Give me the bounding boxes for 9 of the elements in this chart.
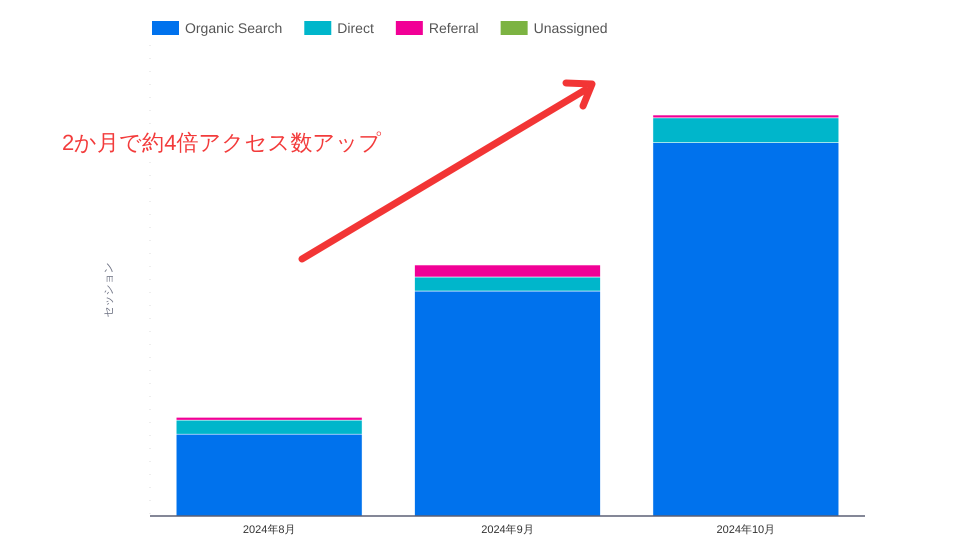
legend-label: Unassigned [534, 20, 608, 36]
legend-label: Organic Search [185, 20, 282, 36]
x-tick-label: 2024年10月 [716, 524, 776, 536]
legend-label: Direct [337, 20, 374, 36]
x-tick-label: 2024年8月 [242, 524, 296, 536]
x-tick-label: 2024年9月 [481, 524, 534, 536]
legend-label: Referral [428, 20, 479, 36]
y-axis-title: セッション [103, 262, 115, 318]
annotation: 2か月で約4倍アクセス数アップ [62, 130, 382, 155]
